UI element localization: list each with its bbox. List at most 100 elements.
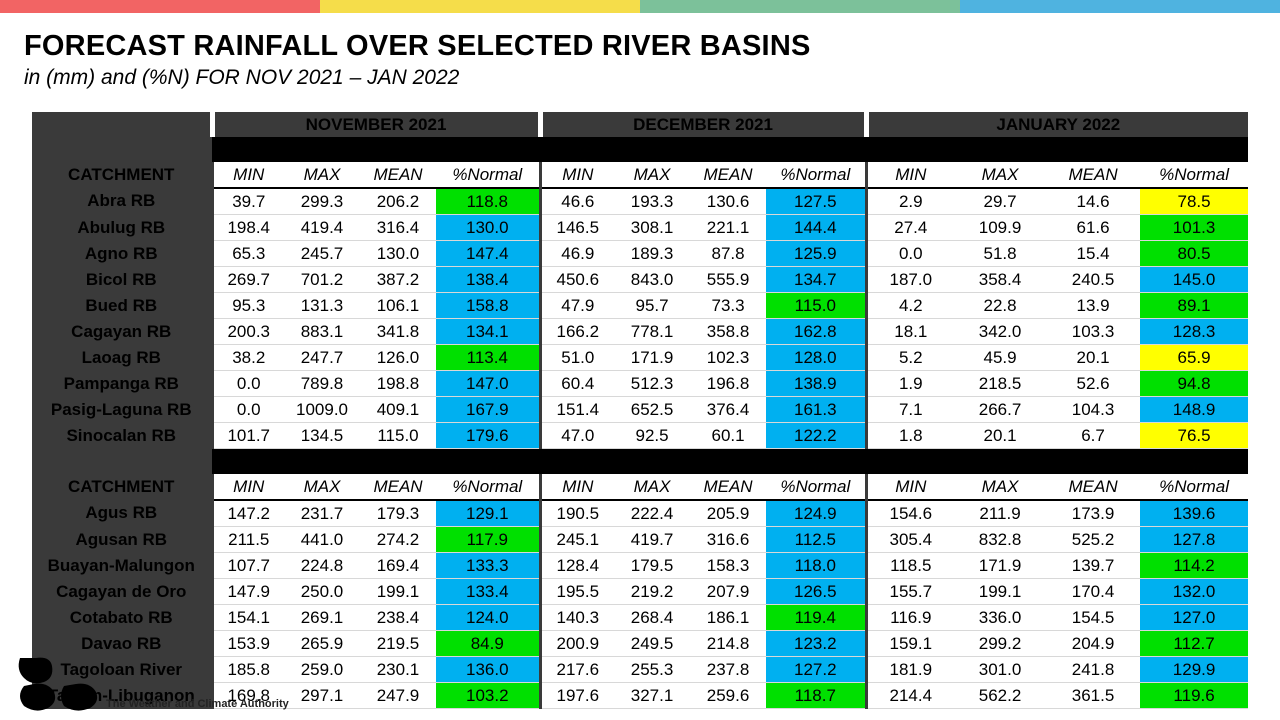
value-cell: 198.4: [210, 214, 284, 241]
value-cell: 237.8: [690, 656, 767, 683]
value-cell: 147.9: [210, 578, 284, 605]
value-cell: 214.4: [864, 682, 955, 709]
catchment-name: Bicol RB: [32, 266, 212, 293]
table-row: Pampanga RB 0.0 789.8 198.8 147.0 60.4 512.3 19…: [32, 370, 1249, 397]
value-cell: 186.1: [690, 604, 767, 631]
percent-normal-cell: 127.8: [1140, 526, 1249, 553]
value-cell: 189.3: [614, 240, 691, 267]
column-header: MIN: [864, 162, 955, 189]
value-cell: 139.7: [1046, 552, 1141, 579]
catchment-name: Tagoloan River: [32, 656, 212, 683]
value-cell: 299.3: [284, 188, 360, 215]
catchment-name: Agno RB: [32, 240, 212, 267]
value-cell: 376.4: [690, 396, 767, 423]
value-cell: 140.3: [538, 604, 615, 631]
percent-normal-cell: 136.0: [436, 656, 541, 683]
value-cell: 166.2: [538, 318, 615, 345]
value-cell: 107.7: [210, 552, 284, 579]
percent-normal-cell: 103.2: [436, 682, 541, 709]
value-cell: 206.2: [360, 188, 436, 215]
value-cell: 154.5: [1046, 604, 1141, 631]
page-title: FORECAST RAINFALL OVER SELECTED RIVER BA…: [24, 30, 811, 62]
value-cell: 18.1: [864, 318, 955, 345]
value-cell: 249.5: [614, 630, 691, 657]
value-cell: 525.2: [1046, 526, 1141, 553]
subheader-row: CATCHMENT MIN MAX MEAN %Normal MIN MAX MEAN %Nor…: [32, 162, 1249, 189]
value-cell: 60.4: [538, 370, 615, 397]
value-cell: 1.9: [864, 370, 955, 397]
column-header: MEAN: [690, 474, 767, 501]
percent-normal-cell: 94.8: [1140, 370, 1249, 397]
value-cell: 197.6: [538, 682, 615, 709]
column-header: MEAN: [360, 162, 436, 189]
percent-normal-cell: 113.4: [436, 344, 541, 371]
column-header: %Normal: [1140, 474, 1249, 501]
value-cell: 6.7: [1046, 422, 1141, 449]
value-cell: 308.1: [614, 214, 691, 241]
header-corner: [32, 112, 212, 137]
value-cell: 512.3: [614, 370, 691, 397]
value-cell: 95.3: [210, 292, 284, 319]
value-cell: 274.2: [360, 526, 436, 553]
table-row: Cagayan de Oro 147.9 250.0 199.1 133.4 195.5 2…: [32, 578, 1249, 605]
catchment-header: CATCHMENT: [32, 474, 212, 500]
value-cell: 240.5: [1046, 266, 1141, 293]
value-cell: 60.1: [690, 422, 767, 449]
percent-normal-cell: 129.1: [436, 500, 541, 527]
percent-normal-cell: 89.1: [1140, 292, 1249, 319]
value-cell: 169.4: [360, 552, 436, 579]
table-row: Laoag RB 38.2 247.7 126.0 113.4 51.0 171.9 102.…: [32, 344, 1249, 371]
region-row: MINDANAO: [32, 448, 1249, 474]
value-cell: 224.8: [284, 552, 360, 579]
value-cell: 187.0: [864, 266, 955, 293]
percent-normal-cell: 118.8: [436, 188, 541, 215]
value-cell: 0.0: [210, 370, 284, 397]
value-cell: 115.0: [360, 422, 436, 449]
value-cell: 5.2: [864, 344, 955, 371]
value-cell: 419.4: [284, 214, 360, 241]
value-cell: 0.0: [864, 240, 955, 267]
value-cell: 159.1: [864, 630, 955, 657]
table-row: Agno RB 65.3 245.7 130.0 147.4 46.9 189.3 87.8 1…: [32, 240, 1249, 267]
column-header: MAX: [954, 474, 1047, 501]
percent-normal-cell: 161.3: [766, 396, 867, 423]
value-cell: 259.6: [690, 682, 767, 709]
table-row: Buayan-Malungon 107.7 224.8 169.4 133.3 128.4…: [32, 552, 1249, 579]
value-cell: 207.9: [690, 578, 767, 605]
value-cell: 199.1: [360, 578, 436, 605]
value-cell: 301.0: [954, 656, 1047, 683]
table-row: Tagoloan River 185.8 259.0 230.1 136.0 217.6 2…: [32, 656, 1249, 683]
value-cell: 103.3: [1046, 318, 1141, 345]
value-cell: 95.7: [614, 292, 691, 319]
value-cell: 441.0: [284, 526, 360, 553]
top-bar-yellow: [320, 0, 640, 13]
value-cell: 883.1: [284, 318, 360, 345]
percent-normal-cell: 65.9: [1140, 344, 1249, 371]
table-row: Tagum-Libuganon 169.8 297.1 247.9 103.2 197.6…: [32, 682, 1249, 709]
value-cell: 0.0: [210, 396, 284, 423]
value-cell: 269.1: [284, 604, 360, 631]
table-row: Bicol RB 269.7 701.2 387.2 138.4 450.6 843.0 55…: [32, 266, 1249, 293]
percent-normal-cell: 112.7: [1140, 630, 1249, 657]
value-cell: 4.2: [864, 292, 955, 319]
value-cell: 266.7: [954, 396, 1047, 423]
percent-normal-cell: 162.8: [766, 318, 867, 345]
catchment-name: Laoag RB: [32, 344, 212, 371]
value-cell: 171.9: [954, 552, 1047, 579]
percent-normal-cell: 134.7: [766, 266, 867, 293]
value-cell: 38.2: [210, 344, 284, 371]
percent-normal-cell: 144.4: [766, 214, 867, 241]
column-header: MIN: [864, 474, 955, 501]
percent-normal-cell: 118.0: [766, 552, 867, 579]
month-header: DECEMBER 2021: [537, 112, 867, 137]
table-row: Agusan RB 211.5 441.0 274.2 117.9 245.1 419.7 3…: [32, 526, 1249, 553]
value-cell: 327.1: [614, 682, 691, 709]
value-cell: 22.8: [954, 292, 1047, 319]
value-cell: 199.1: [954, 578, 1047, 605]
value-cell: 104.3: [1046, 396, 1141, 423]
value-cell: 39.7: [210, 188, 284, 215]
value-cell: 73.3: [690, 292, 767, 319]
value-cell: 198.8: [360, 370, 436, 397]
column-header: MIN: [538, 474, 615, 501]
top-bar-red: [0, 0, 320, 13]
